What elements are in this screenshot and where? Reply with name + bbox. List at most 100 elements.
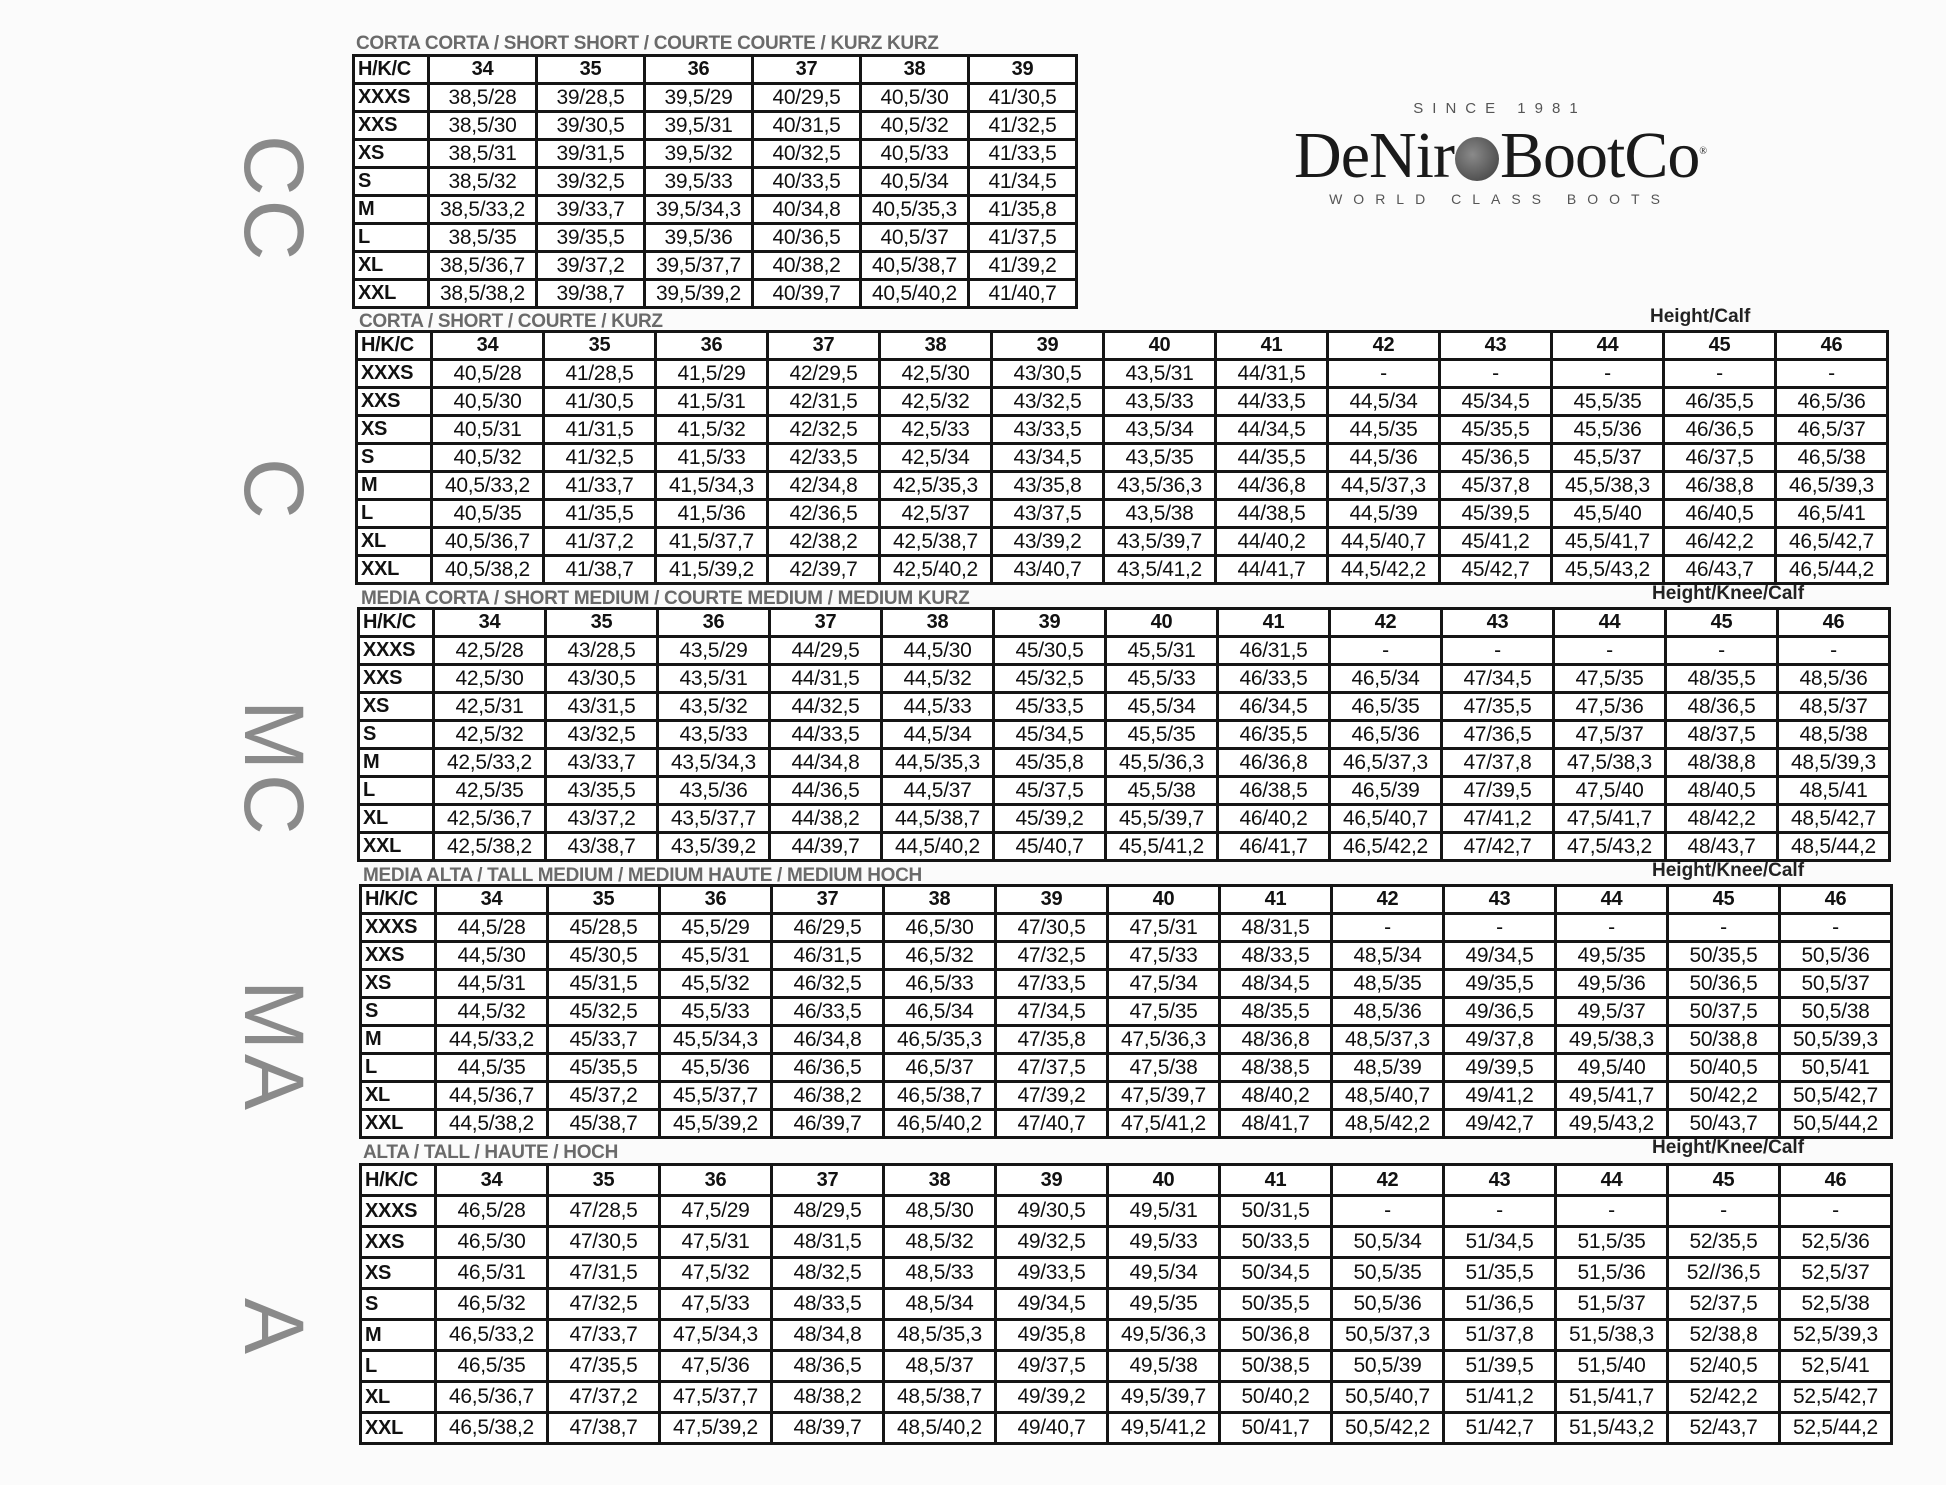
measurement-cell: 47,5/34 — [1109, 971, 1218, 996]
measurement-cell: 49,5/43,2 — [1557, 1111, 1666, 1136]
shoe-size-header: 39 — [997, 1166, 1106, 1194]
measurement-cell: 47/36,5 — [1443, 722, 1552, 747]
measurement-cell: 43,5/37,7 — [659, 806, 768, 831]
measurement-cell: 41,5/33 — [657, 445, 766, 470]
measurement-cell: 49,5/38 — [1109, 1352, 1218, 1380]
measurement-cell: 41,5/34,3 — [657, 473, 766, 498]
table-row: L 42,5/35 43/35,5 43,5/36 44/36,5 44,5/37 45/3… — [360, 778, 1888, 803]
measurement-cell: 43,5/32 — [659, 694, 768, 719]
measurement-cell: 41/37,5 — [970, 225, 1075, 250]
shoe-size-header: 46 — [1781, 1166, 1890, 1194]
measurement-cell: 46,5/44,2 — [1777, 557, 1886, 582]
shoe-size-header: 44 — [1557, 887, 1666, 912]
measurement-cell: 48/35,5 — [1221, 999, 1330, 1024]
table-row: XXS 40,5/30 41/30,5 41,5/31 42/31,5 42,5/32 43… — [358, 389, 1886, 414]
measurement-cell: 41/28,5 — [545, 361, 654, 386]
measurement-cell: 39/37,2 — [538, 253, 643, 278]
measurement-cell: 46,5/37 — [1777, 417, 1886, 442]
shoe-size-header: 34 — [430, 57, 535, 82]
measurement-cell: 43,5/31 — [1105, 361, 1214, 386]
measurement-cell: 46,5/38,7 — [885, 1083, 994, 1108]
measurement-cell: 50,5/36 — [1333, 1290, 1442, 1318]
measurement-cell: 41/30,5 — [970, 85, 1075, 110]
measurement-cell: 41/33,7 — [545, 473, 654, 498]
shoe-size-header: 40 — [1107, 610, 1216, 635]
calf-size-label: M — [360, 750, 432, 775]
style-code-label: A — [227, 1298, 321, 1359]
measurement-cell: 49,5/36 — [1557, 971, 1666, 996]
calf-size-label: XXL — [355, 281, 427, 306]
measurement-cell: 44/34,8 — [771, 750, 880, 775]
measurement-cell: 47/34,5 — [1443, 666, 1552, 691]
measurement-cell: 48/36,5 — [773, 1352, 882, 1380]
shoe-size-header: 36 — [646, 57, 751, 82]
measurement-cell: 43,5/31 — [659, 666, 768, 691]
measurement-cell: 51,5/35 — [1557, 1228, 1666, 1256]
measurement-cell: 43/35,8 — [993, 473, 1102, 498]
measurement-cell: - — [1443, 638, 1552, 663]
measurement-cell: 46,5/32 — [885, 943, 994, 968]
measurement-cell: 45,5/38,3 — [1553, 473, 1662, 498]
calf-size-label: L — [360, 778, 432, 803]
measurement-cell: 45/38,7 — [549, 1111, 658, 1136]
measurement-cell: 45,5/39,7 — [1107, 806, 1216, 831]
measurement-cell: 47,5/36 — [1555, 694, 1664, 719]
measurement-cell: 40/29,5 — [754, 85, 859, 110]
measurement-cell: 49/42,7 — [1445, 1111, 1554, 1136]
measurement-cell: 46/38,8 — [1665, 473, 1774, 498]
measurement-cell: 49/39,5 — [1445, 1055, 1554, 1080]
measurement-cell: 46,5/42,7 — [1777, 529, 1886, 554]
shoe-size-header: 34 — [437, 887, 546, 912]
measurement-cell: 38,5/38,2 — [430, 281, 535, 306]
measurement-cell: 38,5/31 — [430, 141, 535, 166]
corner-header: H/K/C — [358, 333, 430, 358]
measurement-cell: 42/36,5 — [769, 501, 878, 526]
measurement-cell: 49/40,7 — [997, 1414, 1106, 1442]
measurement-cell: 42,5/38,7 — [881, 529, 990, 554]
shoe-size-header: 35 — [549, 887, 658, 912]
measurement-cell: 43,5/33 — [1105, 389, 1214, 414]
measurement-cell: 42,5/30 — [435, 666, 544, 691]
measurement-cell: 47,5/38,3 — [1555, 750, 1664, 775]
measurement-cell: 48/40,5 — [1667, 778, 1776, 803]
style-code-label: MA — [227, 980, 321, 1114]
measurement-cell: 45/35,8 — [995, 750, 1104, 775]
measurement-cell: 52/43,7 — [1669, 1414, 1778, 1442]
measurement-cell: 47,5/41,2 — [1109, 1111, 1218, 1136]
measurement-cell: 46,5/31 — [437, 1259, 546, 1287]
measurement-cell: 47,5/40 — [1555, 778, 1664, 803]
calf-size-label: XS — [358, 417, 430, 442]
style-code-label: C — [227, 458, 321, 523]
shoe-size-header: 38 — [881, 333, 990, 358]
measurement-cell: 46,5/40,7 — [1331, 806, 1440, 831]
measurement-cell: 46,5/36,7 — [437, 1383, 546, 1411]
shoe-size-header: 40 — [1109, 887, 1218, 912]
measurement-cell: 44,5/28 — [437, 915, 546, 940]
measurement-cell: 47/33,7 — [549, 1321, 658, 1349]
measurement-cell: 41/31,5 — [545, 417, 654, 442]
measurement-cell: 40,5/32 — [862, 113, 967, 138]
table-row: XS 42,5/31 43/31,5 43,5/32 44/32,5 44,5/33 45/… — [360, 694, 1888, 719]
measurement-cell: 49,5/39,7 — [1109, 1383, 1218, 1411]
measurement-cell: 42,5/32 — [881, 389, 990, 414]
measurement-cell: 44,5/30 — [437, 943, 546, 968]
measurement-cell: 43,5/29 — [659, 638, 768, 663]
table-row: S 40,5/32 41/32,5 41,5/33 42/33,5 42,5/34 43/3… — [358, 445, 1886, 470]
measurement-cell: 49,5/36,3 — [1109, 1321, 1218, 1349]
measurement-cell: 43,5/35 — [1105, 445, 1214, 470]
size-table: H/K/C 34 35 36 37 38 39 40 41 42 43 44 45 46 XXXS 46,5/… — [359, 1163, 1893, 1445]
corner-header: H/K/C — [362, 1166, 434, 1194]
measurement-cell: 51/35,5 — [1445, 1259, 1554, 1287]
measurement-cell: 41/38,7 — [545, 557, 654, 582]
measurement-cell: 52,5/36 — [1781, 1228, 1890, 1256]
measurement-cell: 38,5/28 — [430, 85, 535, 110]
size-table: H/K/C 34 35 36 37 38 39 40 41 42 43 44 45 46 XXXS 44,5/… — [359, 884, 1893, 1139]
shoe-size-header: 41 — [1217, 333, 1326, 358]
table-row: M 38,5/33,2 39/33,7 39,5/34,3 40/34,8 40,5/35… — [355, 197, 1075, 222]
measurement-cell: 48,5/39,3 — [1779, 750, 1888, 775]
table-row: M 46,5/33,2 47/33,7 47,5/34,3 48/34,8 48,5/35… — [362, 1321, 1890, 1349]
measurement-cell: 45,5/43,2 — [1553, 557, 1662, 582]
measurement-cell: 46/36,5 — [1665, 417, 1774, 442]
measurement-cell: 47,5/33 — [1109, 943, 1218, 968]
measurement-cell: 46/39,7 — [773, 1111, 882, 1136]
